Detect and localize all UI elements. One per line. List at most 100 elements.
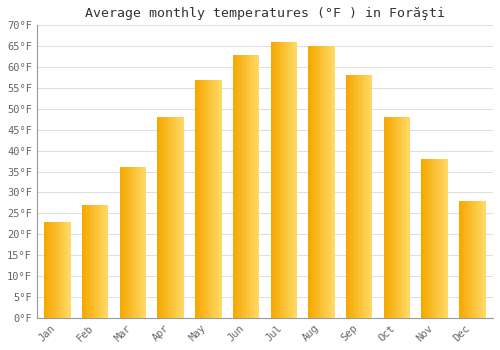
Bar <box>134 167 136 318</box>
Bar <box>434 159 436 318</box>
Bar <box>107 205 108 318</box>
Bar <box>82 205 84 318</box>
Bar <box>145 167 146 318</box>
Bar <box>409 117 410 318</box>
Bar <box>424 159 426 318</box>
Bar <box>67 222 68 318</box>
Bar <box>294 42 296 318</box>
Bar <box>359 76 360 318</box>
Bar <box>479 201 480 318</box>
Bar <box>370 76 371 318</box>
Bar <box>241 55 242 318</box>
Bar <box>480 201 482 318</box>
Bar <box>236 55 237 318</box>
Bar <box>181 117 182 318</box>
Bar <box>46 222 47 318</box>
Bar <box>88 205 90 318</box>
Bar <box>60 222 62 318</box>
Bar <box>54 222 55 318</box>
Bar <box>402 117 404 318</box>
Bar <box>368 76 370 318</box>
Bar <box>92 205 94 318</box>
Bar <box>99 205 100 318</box>
Bar <box>327 46 328 318</box>
Bar <box>432 159 434 318</box>
Bar <box>200 79 202 318</box>
Bar <box>401 117 402 318</box>
Bar <box>398 117 400 318</box>
Bar <box>202 79 203 318</box>
Bar <box>62 222 63 318</box>
Bar <box>366 76 367 318</box>
Bar <box>172 117 174 318</box>
Bar <box>196 79 198 318</box>
Bar <box>293 42 294 318</box>
Bar <box>56 222 58 318</box>
Bar <box>219 79 220 318</box>
Bar <box>120 167 121 318</box>
Bar <box>237 55 238 318</box>
Bar <box>180 117 181 318</box>
Bar <box>286 42 288 318</box>
Bar <box>136 167 137 318</box>
Bar <box>212 79 214 318</box>
Bar <box>446 159 448 318</box>
Bar <box>472 201 474 318</box>
Bar <box>103 205 104 318</box>
Bar <box>437 159 438 318</box>
Bar <box>244 55 245 318</box>
Bar <box>459 201 460 318</box>
Bar <box>292 42 293 318</box>
Bar <box>316 46 318 318</box>
Bar <box>470 201 471 318</box>
Bar <box>44 222 46 318</box>
Bar <box>422 159 424 318</box>
Bar <box>426 159 428 318</box>
Bar <box>388 117 389 318</box>
Bar <box>90 205 92 318</box>
Bar <box>164 117 166 318</box>
Bar <box>445 159 446 318</box>
Bar <box>476 201 478 318</box>
Bar <box>220 79 222 318</box>
Bar <box>64 222 66 318</box>
Bar <box>277 42 278 318</box>
Bar <box>441 159 442 318</box>
Bar <box>252 55 254 318</box>
Bar <box>384 117 385 318</box>
Bar <box>130 167 132 318</box>
Bar <box>195 79 196 318</box>
Bar <box>281 42 282 318</box>
Bar <box>160 117 162 318</box>
Bar <box>310 46 311 318</box>
Bar <box>273 42 274 318</box>
Bar <box>48 222 50 318</box>
Bar <box>438 159 440 318</box>
Bar <box>240 55 241 318</box>
Bar <box>400 117 401 318</box>
Bar <box>405 117 406 318</box>
Bar <box>206 79 207 318</box>
Bar <box>326 46 327 318</box>
Bar <box>233 55 234 318</box>
Bar <box>463 201 464 318</box>
Bar <box>55 222 56 318</box>
Bar <box>319 46 320 318</box>
Bar <box>285 42 286 318</box>
Bar <box>308 46 310 318</box>
Bar <box>207 79 208 318</box>
Bar <box>142 167 144 318</box>
Bar <box>278 42 280 318</box>
Bar <box>289 42 290 318</box>
Bar <box>474 201 475 318</box>
Bar <box>397 117 398 318</box>
Bar <box>129 167 130 318</box>
Bar <box>471 201 472 318</box>
Bar <box>176 117 178 318</box>
Bar <box>234 55 235 318</box>
Bar <box>276 42 277 318</box>
Bar <box>246 55 248 318</box>
Bar <box>133 167 134 318</box>
Bar <box>328 46 330 318</box>
Bar <box>324 46 326 318</box>
